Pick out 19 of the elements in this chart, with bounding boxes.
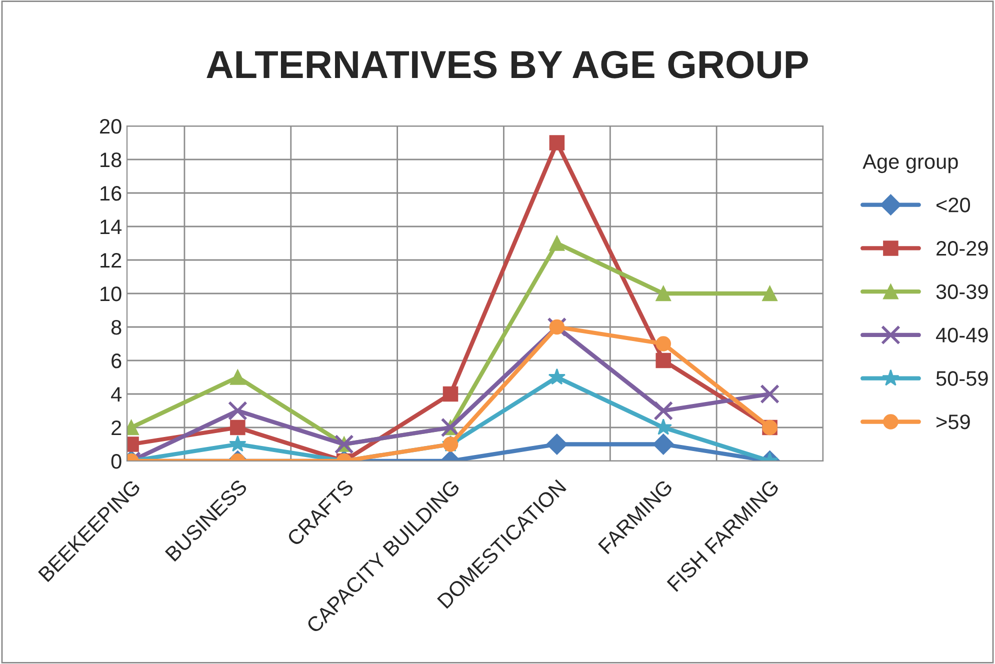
legend-label: 50-59: [936, 371, 988, 386]
y-tick-label: 10: [100, 286, 122, 302]
legend-label: 20-29: [936, 240, 988, 256]
y-tick-label: 20: [100, 119, 122, 134]
legend-title: Age group: [862, 154, 958, 174]
legend-label: 30-39: [936, 284, 988, 300]
y-tick-label: 14: [100, 220, 122, 234]
y-tick-label: 16: [100, 186, 122, 201]
y-tick-label: 4: [111, 387, 122, 402]
chart-title: ALTERNATIVES BY AGE GROUP: [206, 50, 808, 78]
y-tick-label: 0: [111, 454, 122, 469]
legend-label: <20: [936, 198, 970, 212]
y-tick-label: 6: [112, 354, 122, 368]
y-tick-label: 2: [112, 420, 122, 436]
y-tick-label: 18: [100, 152, 122, 168]
legend-label: 40-49: [936, 328, 988, 342]
y-tick-label: 8: [111, 320, 122, 335]
y-tick-label: 12: [100, 253, 122, 268]
legend-label: >59: [936, 414, 970, 430]
